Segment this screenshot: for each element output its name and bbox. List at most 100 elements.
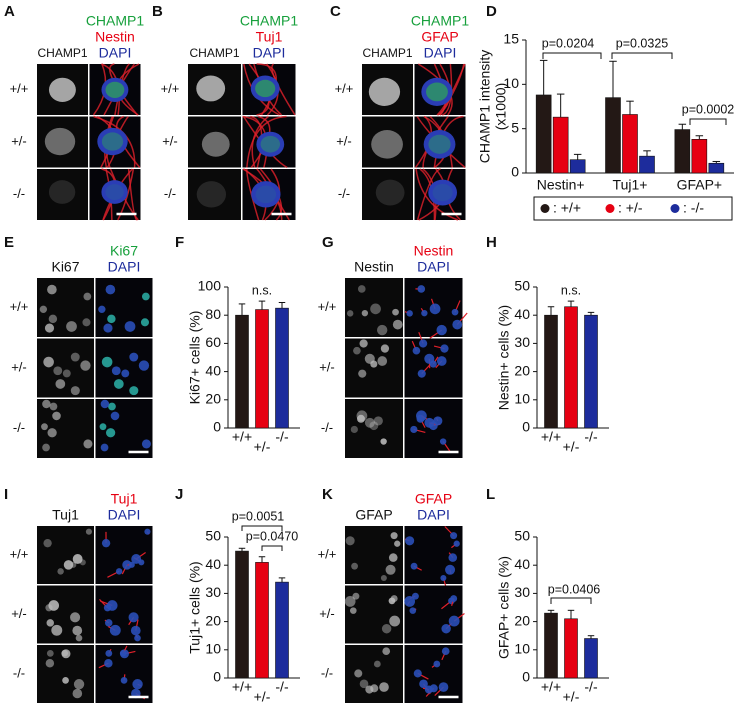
bar xyxy=(605,97,621,174)
cell-signal xyxy=(41,423,48,431)
dapi xyxy=(105,649,113,657)
bar xyxy=(544,612,558,679)
legend-box xyxy=(533,196,733,221)
dapi xyxy=(121,369,130,378)
merge-label: Ki67 xyxy=(110,243,138,259)
bar xyxy=(639,155,655,174)
merge-label: DAPI xyxy=(424,45,457,61)
channel-label: Ki67 xyxy=(51,259,79,275)
merge-label: CHAMP1 xyxy=(86,13,145,29)
cell-signal xyxy=(394,540,401,547)
cell-signal xyxy=(55,379,66,389)
merge-label: Tuj1 xyxy=(256,29,283,45)
dapi xyxy=(448,553,458,562)
y-tick-label: 30 xyxy=(205,584,221,600)
cell-signal xyxy=(52,411,61,421)
bar xyxy=(235,314,249,429)
y-tick-label: 40 xyxy=(205,362,221,378)
merge-label: DAPI xyxy=(99,45,132,61)
cell-signal xyxy=(361,310,369,317)
dapi xyxy=(108,402,116,411)
cell-signal xyxy=(359,679,369,689)
cell-signal xyxy=(82,318,91,327)
cell-signal xyxy=(345,536,355,546)
dapi xyxy=(453,540,460,547)
bar xyxy=(552,116,569,174)
row-label: +/+ xyxy=(161,81,180,96)
dapi xyxy=(107,314,116,324)
x-tick-label: -/- xyxy=(584,429,598,445)
y-tick-label: 50 xyxy=(514,278,530,294)
fiber xyxy=(441,63,453,116)
row-label: -/- xyxy=(338,186,350,201)
dapi xyxy=(100,443,109,452)
panel-letter: E xyxy=(4,234,14,251)
dapi xyxy=(428,179,458,206)
dapi xyxy=(101,180,128,204)
dapi xyxy=(110,411,120,421)
cell-signal xyxy=(373,660,381,668)
row-label: +/+ xyxy=(10,81,29,96)
dapi xyxy=(97,127,128,156)
y-tick-label: 30 xyxy=(514,334,530,350)
channel-label: CHAMP1 xyxy=(37,46,87,60)
cell-signal xyxy=(379,682,389,692)
fiber xyxy=(250,115,263,168)
y-tick-label: 10 xyxy=(514,641,530,657)
cell-signal xyxy=(47,284,57,295)
bar xyxy=(584,314,598,429)
micrograph xyxy=(95,585,153,644)
dapi xyxy=(451,308,459,316)
row-label: +/+ xyxy=(10,546,29,561)
cell-signal xyxy=(66,321,77,332)
cell-signal xyxy=(62,369,71,378)
dapi xyxy=(404,596,416,607)
y-tick-label: 0 xyxy=(522,419,530,435)
bar xyxy=(674,129,691,174)
micrograph xyxy=(95,526,153,584)
cell-signal xyxy=(346,310,354,317)
nucleus-signal xyxy=(44,127,76,156)
dapi xyxy=(421,310,428,317)
cell-signal xyxy=(47,428,57,438)
micrograph xyxy=(188,169,241,220)
cell-signal xyxy=(83,439,93,449)
bar xyxy=(691,139,708,174)
dapi xyxy=(411,592,419,600)
micrograph xyxy=(362,169,413,220)
dapi xyxy=(105,428,116,438)
row-label: +/- xyxy=(162,133,178,148)
merge-label: DAPI xyxy=(108,507,141,523)
row-label: +/- xyxy=(11,133,27,148)
fiber xyxy=(415,168,459,221)
dapi xyxy=(128,612,139,623)
panel-letter: H xyxy=(486,234,497,251)
x-tick-label: +/- xyxy=(254,689,271,705)
row-label: +/- xyxy=(336,133,352,148)
dapi xyxy=(122,560,132,570)
bar xyxy=(275,581,289,679)
dapi xyxy=(98,305,106,314)
cell-signal xyxy=(392,308,399,316)
dapi xyxy=(423,129,456,159)
dapi xyxy=(417,285,426,293)
channel-label: CHAMP1 xyxy=(362,46,412,60)
cell-signal xyxy=(45,604,53,612)
merge-label: CHAMP1 xyxy=(240,13,299,29)
cell-signal xyxy=(354,669,363,678)
x-tick-label: -/- xyxy=(275,679,289,695)
channel-label: CHAMP1 xyxy=(189,46,239,60)
dapi xyxy=(410,562,418,570)
y-axis-label: GFAP+ cells (%) xyxy=(496,556,512,659)
dapi xyxy=(100,399,110,409)
significance-bracket xyxy=(542,52,602,59)
panel-letter: F xyxy=(175,234,184,251)
annotation: p=0.0002 xyxy=(682,102,735,116)
y-tick-label: 20 xyxy=(514,362,530,378)
dapi xyxy=(412,346,421,355)
bar xyxy=(622,114,638,174)
x-tick-label: +/+ xyxy=(541,679,561,695)
panel-letter: I xyxy=(4,486,8,503)
champ1 xyxy=(101,132,124,151)
